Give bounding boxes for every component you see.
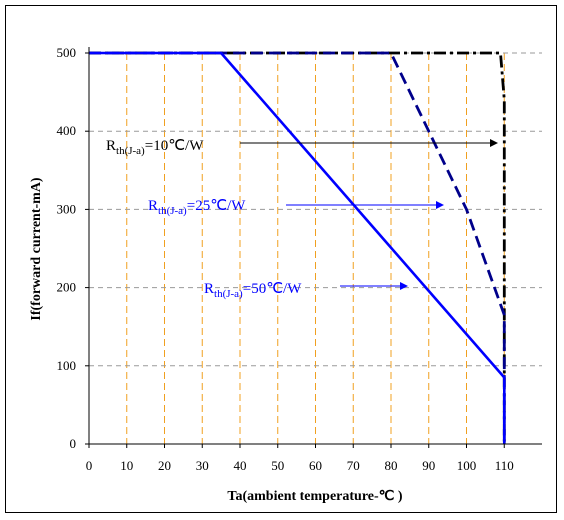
y-tick-label: 200 <box>57 280 77 295</box>
series-line-25cw <box>89 51 506 444</box>
series-line-50cw <box>89 51 506 444</box>
x-tick-label: 60 <box>309 458 322 473</box>
y-tick-label: 500 <box>57 45 77 60</box>
x-tick-label: 20 <box>158 458 171 473</box>
x-tick-label: 90 <box>422 458 435 473</box>
y-tick-label: 100 <box>57 358 77 373</box>
x-tick-label: 40 <box>234 458 247 473</box>
series-line-10cw <box>89 51 506 444</box>
y-tick-label: 400 <box>57 123 77 138</box>
x-tick-label: 30 <box>196 458 209 473</box>
annotation-rth-25: Rth(J-a)=25℃/W <box>148 198 246 217</box>
x-tick-label: 10 <box>120 458 133 473</box>
annotation-rth-10: Rth(J-a)=10℃/W <box>106 138 204 157</box>
y-axis-label: If(forward current-mA) <box>29 177 44 321</box>
x-tick-label: 0 <box>86 458 93 473</box>
x-tick-label: 50 <box>271 458 284 473</box>
chart-frame <box>5 5 557 513</box>
x-tick-label: 100 <box>457 458 477 473</box>
annotation-rth-50: Rth(J-a)=50℃/W <box>204 281 302 300</box>
y-tick-label: 300 <box>57 201 77 216</box>
x-tick-label: 110 <box>495 458 514 473</box>
y-tick-label: 0 <box>70 436 77 451</box>
x-axis-label: Ta(ambient temperature-℃ ) <box>227 489 402 504</box>
x-tick-label: 70 <box>347 458 360 473</box>
x-tick-label: 80 <box>385 458 398 473</box>
